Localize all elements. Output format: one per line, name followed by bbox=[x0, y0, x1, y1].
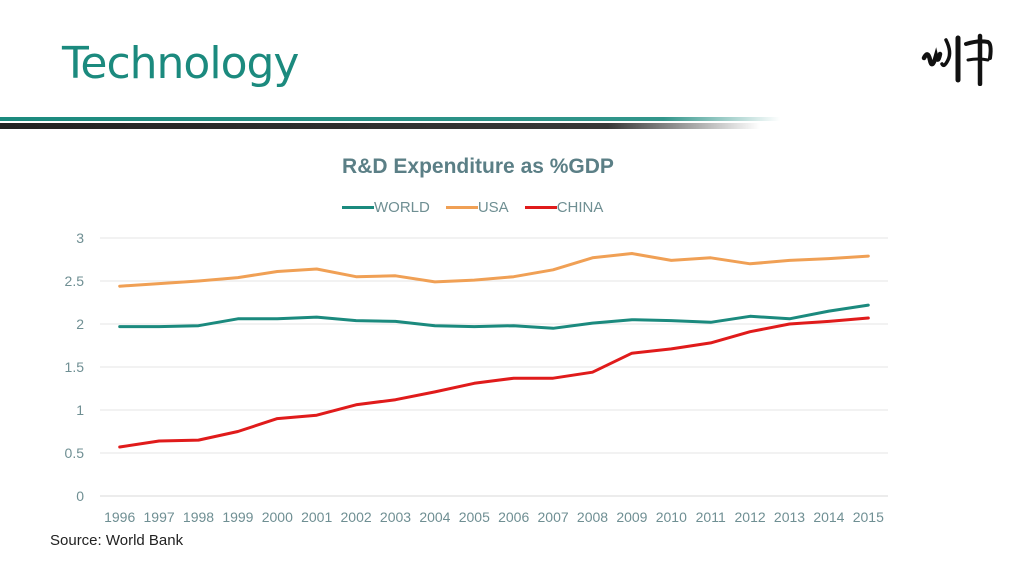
x-axis: 1996 1997 1998 1999 2000 2001 2002 2003 2004 2005… bbox=[104, 509, 884, 525]
legend-swatch-world bbox=[342, 206, 374, 209]
x-tick-label: 2002 bbox=[341, 509, 372, 525]
page-title: Technology bbox=[62, 38, 299, 89]
x-tick-label: 2004 bbox=[419, 509, 450, 525]
x-tick-label: 2010 bbox=[656, 509, 687, 525]
y-axis: 0 0.5 1 1.5 2 2.5 3 bbox=[65, 230, 85, 504]
x-tick-label: 2014 bbox=[813, 509, 844, 525]
legend-item-china: CHINA bbox=[524, 199, 604, 216]
series-line-usa bbox=[118, 252, 870, 288]
y-tick-label: 3 bbox=[76, 230, 84, 246]
x-tick-label: 2012 bbox=[735, 509, 766, 525]
x-tick-label: 1999 bbox=[222, 509, 253, 525]
y-tick-label: 0 bbox=[76, 488, 84, 504]
legend-item-usa: USA bbox=[445, 199, 509, 216]
header-divider bbox=[0, 117, 780, 129]
x-tick-label: 2008 bbox=[577, 509, 608, 525]
y-tick-label: 1.5 bbox=[65, 359, 85, 375]
series-lines bbox=[118, 252, 870, 449]
legend-label-usa: USA bbox=[477, 199, 509, 216]
chart-title: R&D Expenditure as %GDP bbox=[342, 155, 614, 178]
legend-swatch-china bbox=[524, 206, 557, 209]
x-tick-label: 2007 bbox=[538, 509, 569, 525]
x-tick-label: 2000 bbox=[262, 509, 293, 525]
x-tick-label: 2003 bbox=[380, 509, 411, 525]
legend-swatch-usa bbox=[445, 206, 478, 209]
chart-legend: WORLD USA CHINA bbox=[342, 199, 603, 216]
series-line-china bbox=[118, 316, 870, 449]
gridlines bbox=[100, 237, 888, 497]
legend-label-world: WORLD bbox=[374, 199, 430, 216]
x-tick-label: 1998 bbox=[183, 509, 214, 525]
x-tick-label: 2013 bbox=[774, 509, 805, 525]
line-chart: 0 0.5 1 1.5 2 2.5 3 1996 1997 1998 1999 2000 2001 20… bbox=[65, 230, 888, 525]
y-tick-label: 2.5 bbox=[65, 273, 85, 289]
x-tick-label: 1997 bbox=[144, 509, 175, 525]
calligraphy-logo-icon bbox=[921, 33, 993, 86]
y-tick-label: 2 bbox=[76, 316, 84, 332]
y-tick-label: 1 bbox=[76, 402, 84, 418]
x-tick-label: 2001 bbox=[301, 509, 332, 525]
x-tick-label: 2009 bbox=[616, 509, 647, 525]
y-tick-label: 0.5 bbox=[65, 445, 85, 461]
x-tick-label: 2006 bbox=[498, 509, 529, 525]
x-tick-label: 2005 bbox=[459, 509, 490, 525]
x-tick-label: 1996 bbox=[104, 509, 135, 525]
legend-item-world: WORLD bbox=[342, 199, 430, 216]
x-tick-label: 2011 bbox=[696, 509, 726, 525]
legend-label-china: CHINA bbox=[556, 199, 604, 216]
source-note: Source: World Bank bbox=[50, 532, 184, 549]
x-tick-label: 2015 bbox=[853, 509, 884, 525]
series-line-world bbox=[118, 303, 870, 330]
